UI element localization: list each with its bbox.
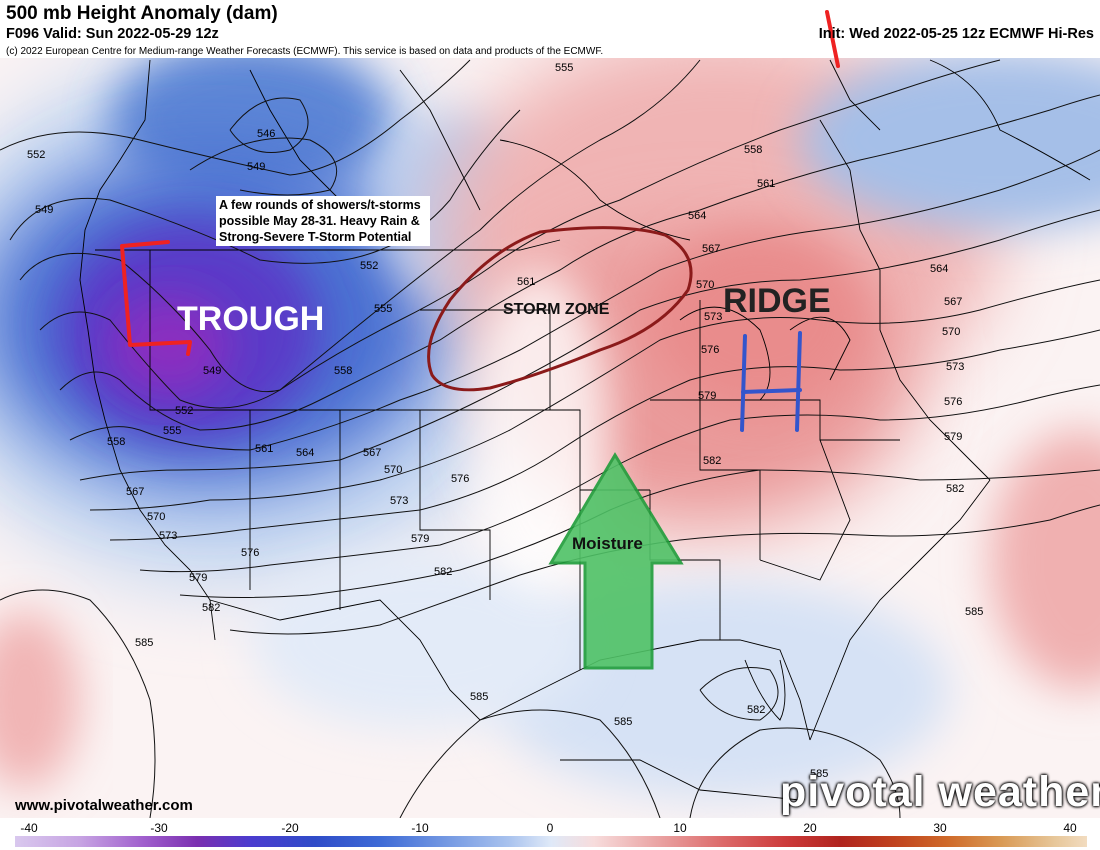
contour-label: 549 [203,365,221,377]
contour-label: 579 [411,533,429,545]
top-red-mark [825,10,840,68]
trough-marker [120,240,192,356]
contour-label: 567 [126,486,144,498]
contour-label: 555 [374,303,392,315]
colorbar-tick: 30 [933,821,947,835]
contour-label: 558 [334,365,352,377]
contour-label: 582 [434,566,452,578]
contour-label: 573 [390,495,408,507]
contour-label: 564 [296,447,314,459]
height-contours [0,59,1100,818]
colorbar-tick: -10 [411,821,429,835]
contour-label: 582 [747,704,765,716]
contour-label: 585 [135,637,153,649]
contour-label: 552 [175,405,193,417]
note-line: Strong-Severe T-Storm Potential [219,230,412,244]
contour-label: 549 [247,161,265,173]
contour-label: 582 [202,602,220,614]
high-marker [740,331,802,432]
contour-label: 573 [159,530,177,542]
contour-label: 561 [517,276,535,288]
forecast-note: A few rounds of showers/t-storms possibl… [216,196,430,246]
ridge-label: RIDGE [723,282,831,320]
contour-label: 576 [944,396,962,408]
storm-zone-label: STORM ZONE [503,301,610,318]
anomaly-shading [0,58,1100,818]
contour-label: 585 [810,768,828,780]
contour-label: 582 [703,455,721,467]
contour-label: 579 [189,572,207,584]
contour-label: 555 [555,62,573,74]
contour-label: 567 [363,447,381,459]
contour-label: 552 [360,260,378,272]
contour-label: 558 [107,436,125,448]
contour-label: 570 [147,511,165,523]
contour-label: 576 [451,473,469,485]
colorbar-tick: 0 [547,821,554,835]
contour-label: 561 [757,178,775,190]
contour-label: 585 [614,716,632,728]
website-link[interactable]: www.pivotalweather.com [15,797,193,814]
contour-label: 552 [27,149,45,161]
contour-label: 576 [241,547,259,559]
contour-label: 570 [696,279,714,291]
copyright-notice: (c) 2022 European Centre for Medium-rang… [4,46,606,57]
colorbar-tick: 20 [803,821,817,835]
colorbar-ticks: -40 -30 -20 -10 0 10 20 30 40 [20,821,1077,835]
note-line: possible May 28-31. Heavy Rain & [219,214,420,228]
init-time: Init: Wed 2022-05-25 12z ECMWF Hi-Res [818,26,1094,42]
contour-label: 573 [704,311,722,323]
anomaly-colorbar [15,836,1087,847]
contour-label: 558 [744,144,762,156]
brand-logo: pivotal weather [780,768,1100,816]
contour-label: 555 [163,425,181,437]
contour-label: 582 [946,483,964,495]
colorbar-tick: 40 [1063,821,1077,835]
colorbar-tick: -40 [20,821,38,835]
valid-time: F096 Valid: Sun 2022-05-29 12z [6,26,219,42]
contour-label: 579 [944,431,962,443]
contour-label: 564 [930,263,948,275]
contour-label: 567 [702,243,720,255]
map-title: 500 mb Height Anomaly (dam) [6,3,278,24]
contour-label: 561 [255,443,273,455]
contour-label: 567 [944,296,962,308]
contour-label: 585 [470,691,488,703]
colorbar-tick: 10 [673,821,687,835]
contour-label: 546 [257,128,275,140]
contour-labels: 546 549 549 549 552 552 552 555 555 555 … [27,62,983,780]
contour-label: 573 [946,361,964,373]
contour-label: 570 [942,326,960,338]
note-line: A few rounds of showers/t-storms [219,198,421,212]
moisture-arrow [548,452,684,670]
contour-label: 585 [965,606,983,618]
contour-label: 564 [688,210,706,222]
colorbar-tick: -30 [150,821,168,835]
contour-label: 549 [35,204,53,216]
trough-label: TROUGH [177,300,324,338]
annotation-labels: TROUGH RIDGE STORM ZONE Moisture [177,282,831,553]
contour-label: 570 [384,464,402,476]
storm-zone-outline [427,226,693,392]
moisture-label: Moisture [572,534,643,553]
contour-label: 579 [698,390,716,402]
contour-label: 576 [701,344,719,356]
colorbar-tick: -20 [281,821,299,835]
